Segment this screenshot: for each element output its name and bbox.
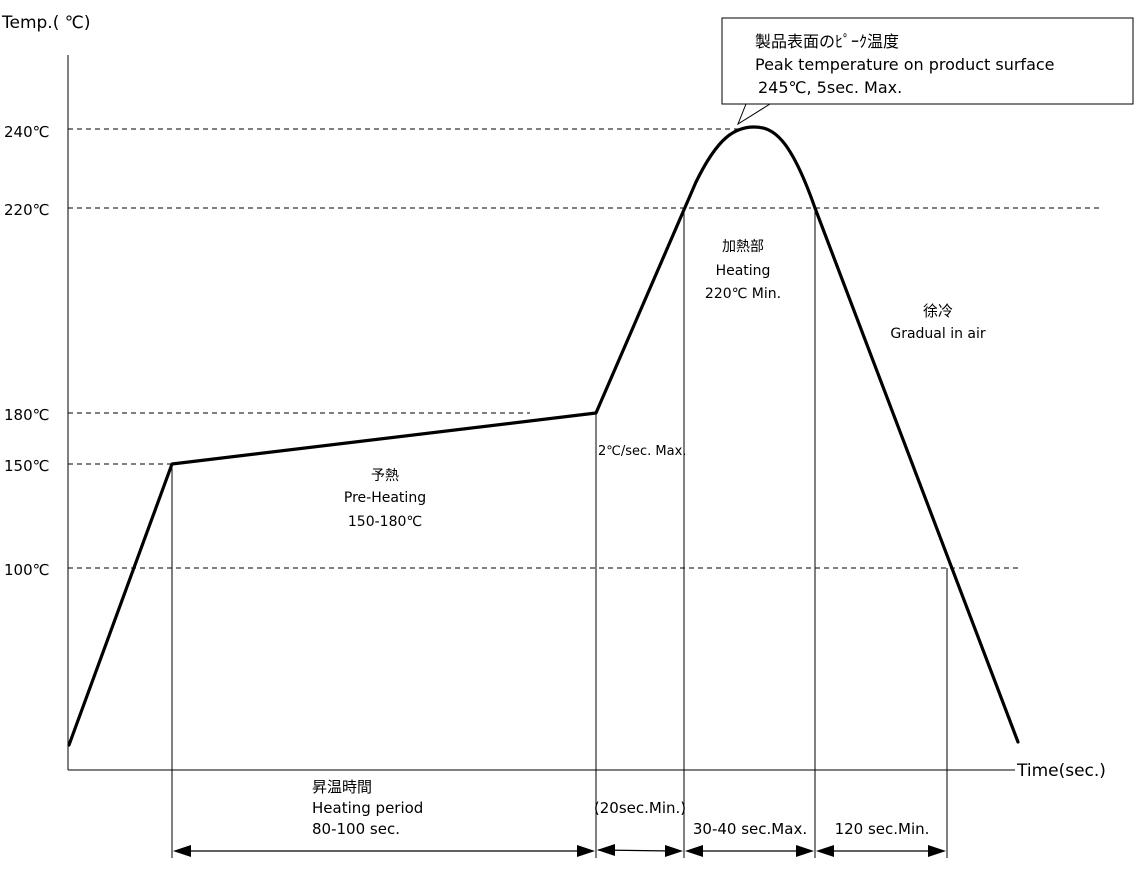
period-label-jp: 昇温時間 bbox=[312, 778, 372, 796]
preheat-range: 150-180℃ bbox=[348, 514, 422, 530]
temp-label-220: 220℃ bbox=[4, 201, 49, 219]
heating-label-en: Heating bbox=[716, 263, 771, 279]
arrow-transition bbox=[597, 844, 683, 857]
cooling-label-jp: 徐冷 bbox=[923, 302, 953, 320]
callout-title-jp: 製品表面のﾋﾟｰｸ温度 bbox=[755, 32, 899, 51]
arrow-cool-duration bbox=[816, 845, 946, 857]
preheat-label-jp: 予熱 bbox=[371, 468, 399, 484]
peak-duration: 30-40 sec.Max. bbox=[693, 820, 807, 838]
heating-range: 220℃ Min. bbox=[705, 286, 781, 302]
arrow-heating-period bbox=[173, 845, 595, 857]
ramp-rate-label: 2℃/sec. Max. bbox=[598, 444, 686, 459]
temp-label-180: 180℃ bbox=[4, 406, 49, 424]
period-label-en: Heating period bbox=[312, 799, 423, 817]
heating-label-jp: 加熱部 bbox=[722, 239, 764, 255]
cooling-label-en: Gradual in air bbox=[890, 326, 986, 342]
callout-peak-spec: 245℃, 5sec. Max. bbox=[758, 78, 902, 97]
temp-label-240: 240℃ bbox=[4, 123, 49, 141]
peak-callout-pointer bbox=[736, 103, 771, 126]
peak-callout-box bbox=[721, 17, 1134, 105]
transition-duration: (20sec.Min.) bbox=[594, 799, 686, 817]
preheat-label-en: Pre-Heating bbox=[344, 490, 426, 506]
temperature-profile-curve bbox=[67, 125, 1020, 747]
temp-label-150: 150℃ bbox=[4, 457, 49, 475]
arrow-peak-duration bbox=[685, 845, 814, 857]
x-axis-title: Time(sec.) bbox=[1016, 761, 1106, 781]
temp-label-100: 100℃ bbox=[4, 561, 49, 579]
period-value: 80-100 sec. bbox=[312, 820, 400, 838]
cool-duration: 120 sec.Min. bbox=[835, 820, 930, 838]
callout-title-en: Peak temperature on product surface bbox=[755, 55, 1055, 74]
y-axis-title: Temp.( ℃) bbox=[1, 13, 90, 33]
